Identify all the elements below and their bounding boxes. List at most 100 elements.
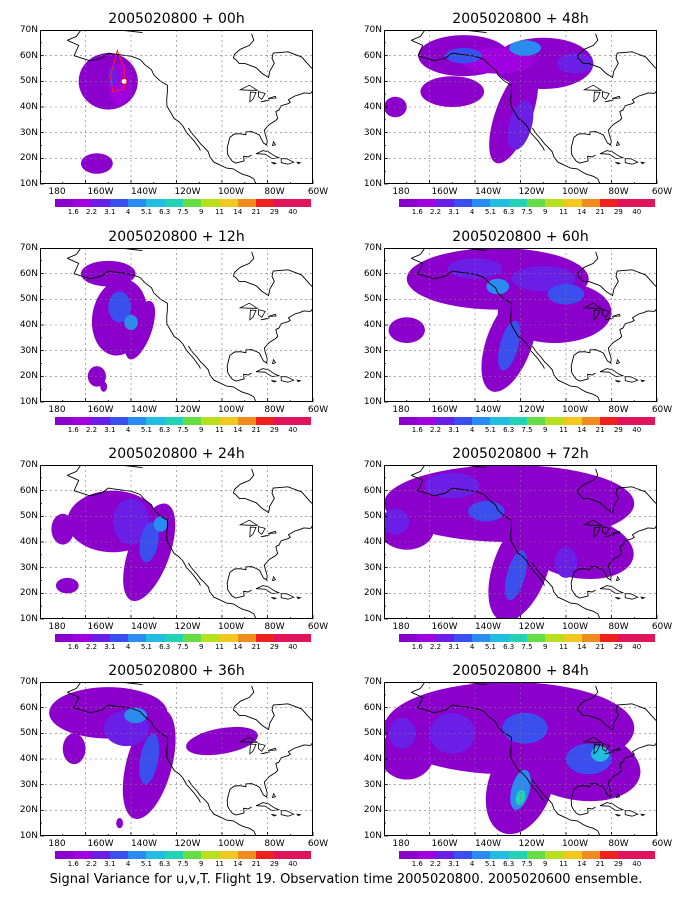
colorbar-label: 1.6 (411, 208, 423, 216)
variance-region (139, 521, 159, 563)
colorbar-label: 2.2 (85, 643, 98, 651)
colorbar-label: 7.5 (521, 426, 533, 434)
coastline (582, 519, 603, 526)
colorbar-swatch (581, 199, 601, 207)
variance-region (554, 547, 578, 578)
lon-label: 60W (651, 622, 673, 632)
coastline (604, 99, 614, 103)
colorbar-swatch (472, 199, 491, 207)
colorbar-label: 29 (613, 643, 623, 651)
colorbar-swatch (237, 417, 257, 425)
colorbar-swatch (417, 199, 437, 207)
coastline (611, 530, 621, 534)
colorbar-swatch (55, 417, 74, 425)
colorbar-swatch (435, 199, 455, 207)
lat-label: 20N (19, 153, 38, 164)
colorbar-swatch (292, 634, 312, 642)
lon-label: 140W (474, 622, 502, 632)
coastline (577, 269, 657, 312)
coastline (296, 813, 302, 817)
colorbar (55, 417, 312, 425)
coastline (611, 313, 621, 317)
lat-label: 10N (363, 179, 382, 189)
colorbar-swatch (618, 634, 638, 642)
lon-label: 160W (431, 187, 458, 197)
variance-region (507, 100, 534, 150)
colorbar-swatch (417, 417, 437, 425)
variance-region (388, 717, 416, 749)
coastline (226, 310, 311, 382)
lat-label: 30N (19, 345, 38, 356)
colorbar-label: 21 (251, 426, 261, 434)
colorbar-swatch (490, 851, 510, 859)
coastline (593, 526, 601, 538)
colorbar-swatch (581, 634, 601, 642)
colorbar-swatch (417, 634, 437, 642)
colorbar-label: 40 (288, 643, 298, 651)
coastline (226, 744, 311, 816)
lat-label: 20N (363, 805, 382, 816)
colorbar-swatch (472, 851, 491, 859)
coastline (255, 585, 281, 595)
lat-label: 50N (19, 76, 38, 87)
colorbar-swatch (164, 851, 184, 859)
colorbar-swatch (146, 851, 166, 859)
coastline (271, 575, 277, 582)
lon-label: 140W (474, 187, 502, 197)
panel-title: 2005020800 + 48h (452, 11, 589, 27)
colorbar-label: 21 (251, 643, 261, 651)
colorbar-swatch (73, 199, 93, 207)
lon-label: 180 (48, 187, 66, 197)
colorbar-label: 7.5 (521, 208, 533, 216)
coastline (233, 703, 313, 746)
colorbar-label: 40 (288, 426, 298, 434)
coastline (611, 95, 621, 99)
panel-title: 2005020800 + 84h (452, 663, 589, 679)
lat-label: 30N (19, 779, 38, 790)
colorbar-swatch (164, 417, 184, 425)
coastline (576, 685, 599, 711)
coastline (296, 596, 302, 600)
coastline (238, 519, 259, 526)
colorbar-label: 11 (559, 860, 569, 868)
lat-label: 70N (19, 243, 38, 253)
map-panel-p72: 2005020800 + 72h 70N 60N 50N 40N 30N 20N 10N 180… (344, 445, 672, 660)
colorbar (55, 851, 312, 859)
variance-region (556, 53, 594, 74)
colorbar-swatch (636, 417, 656, 425)
colorbar-label: 6.3 (159, 643, 171, 651)
colorbar-swatch (256, 851, 275, 859)
lon-label: 160W (431, 622, 458, 632)
colorbar-label: 6.3 (503, 860, 515, 868)
colorbar-label: 3.1 (104, 208, 116, 216)
colorbar-swatch (128, 199, 147, 207)
lat-label: 70N (19, 677, 38, 687)
map-canvas (40, 465, 314, 620)
colorbar-swatch (183, 199, 202, 207)
colorbar-swatch (563, 199, 583, 207)
lon-label: 100W (217, 187, 245, 197)
colorbar-label: 29 (269, 860, 279, 868)
colorbar-label: 29 (269, 426, 279, 434)
lat-label: 60N (19, 702, 38, 713)
variance-region (509, 40, 541, 56)
colorbar-swatch (128, 634, 147, 642)
variance-region (504, 550, 527, 601)
coastline (624, 810, 639, 817)
lat-label: 20N (363, 371, 382, 382)
coastline (411, 691, 545, 803)
coastline (258, 91, 266, 100)
colorbar-swatch (399, 199, 418, 207)
coastline (267, 313, 277, 317)
colorbar-swatch (274, 851, 294, 859)
coastline (258, 526, 266, 535)
lon-label: 80W (264, 839, 285, 849)
colorbar-swatch (508, 634, 528, 642)
variance-region (153, 516, 168, 532)
colorbar (55, 199, 312, 207)
colorbar-swatch (256, 199, 275, 207)
coastline (531, 345, 621, 402)
coastline (615, 358, 621, 365)
coastline (280, 376, 295, 383)
colorbar-label: 4 (125, 860, 131, 868)
